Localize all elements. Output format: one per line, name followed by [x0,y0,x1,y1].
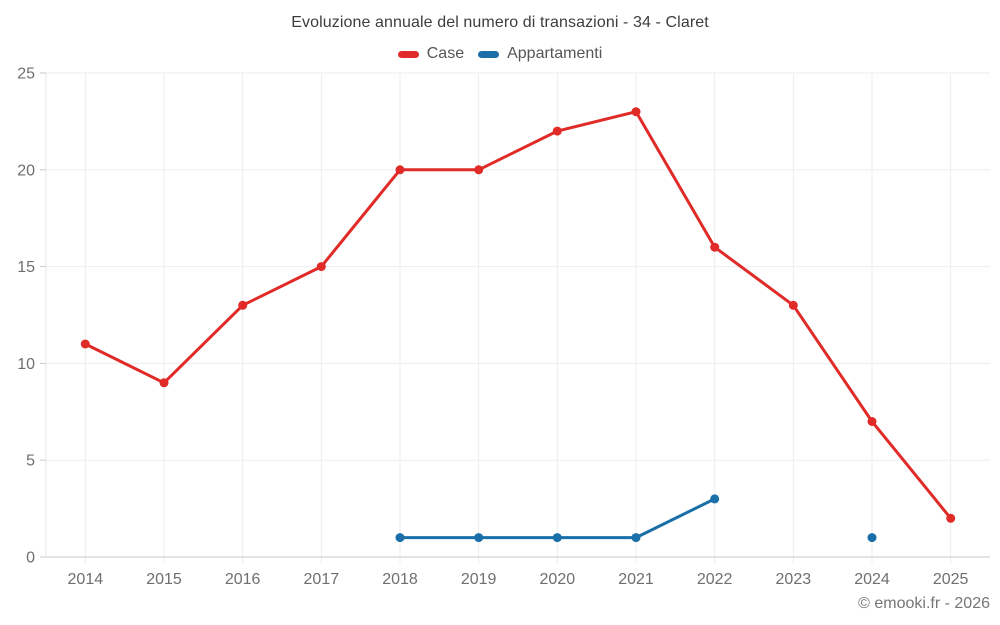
data-point-case-2020[interactable] [552,126,562,136]
x-tick-label: 2015 [146,571,182,588]
data-point-case-2023[interactable] [788,300,798,310]
x-tick-label: 2016 [225,571,261,588]
chart-legend: Case Appartamenti [0,45,1000,63]
data-point-appartamenti-2021[interactable] [631,533,641,543]
x-tick-label: 2017 [304,571,340,588]
chart-title: Evoluzione annuale del numero di transaz… [291,14,709,31]
x-tick-label: 2020 [540,571,576,588]
legend-item-appartamenti[interactable]: Appartamenti [478,45,602,63]
y-tick-label: 15 [17,259,35,276]
data-point-case-2019[interactable] [474,165,484,175]
data-point-appartamenti-2024[interactable] [867,533,877,543]
y-tick-label: 25 [17,66,35,83]
x-tick-label: 2022 [697,571,733,588]
legend-item-case[interactable]: Case [397,45,465,63]
x-tick-label: 2021 [618,571,654,588]
data-point-case-2021[interactable] [631,107,641,117]
data-point-appartamenti-2019[interactable] [474,533,484,543]
x-tick-label: 2014 [68,571,104,588]
data-point-case-2014[interactable] [80,339,90,349]
legend-swatch-icon [478,50,500,58]
legend-swatch-icon [397,50,419,58]
x-tick-label: 2018 [382,571,418,588]
data-point-case-2025[interactable] [946,513,956,523]
legend-label: Case [426,45,465,62]
y-tick-label: 20 [17,162,35,179]
data-point-case-2017[interactable] [316,262,326,272]
data-point-case-2016[interactable] [238,300,248,310]
data-point-appartamenti-2018[interactable] [395,533,405,543]
x-tick-label: 2023 [776,571,812,588]
y-tick-label: 0 [26,550,35,567]
data-point-case-2022[interactable] [710,242,720,252]
data-point-case-2024[interactable] [867,417,877,426]
y-tick-label: 5 [26,453,35,470]
x-tick-label: 2019 [461,571,497,588]
x-tick-label: 2024 [854,571,890,588]
x-tick-label: 2025 [933,571,969,588]
copyright-text: © emooki.fr - 2026 [858,595,990,612]
data-point-case-2018[interactable] [395,165,405,175]
data-point-appartamenti-2022[interactable] [710,494,720,504]
legend-label: Appartamenti [507,45,603,62]
series-line-case [83,110,953,520]
y-tick-label: 10 [17,356,35,373]
gridlines [40,72,990,563]
data-point-case-2015[interactable] [159,378,169,388]
data-point-appartamenti-2020[interactable] [552,533,562,543]
